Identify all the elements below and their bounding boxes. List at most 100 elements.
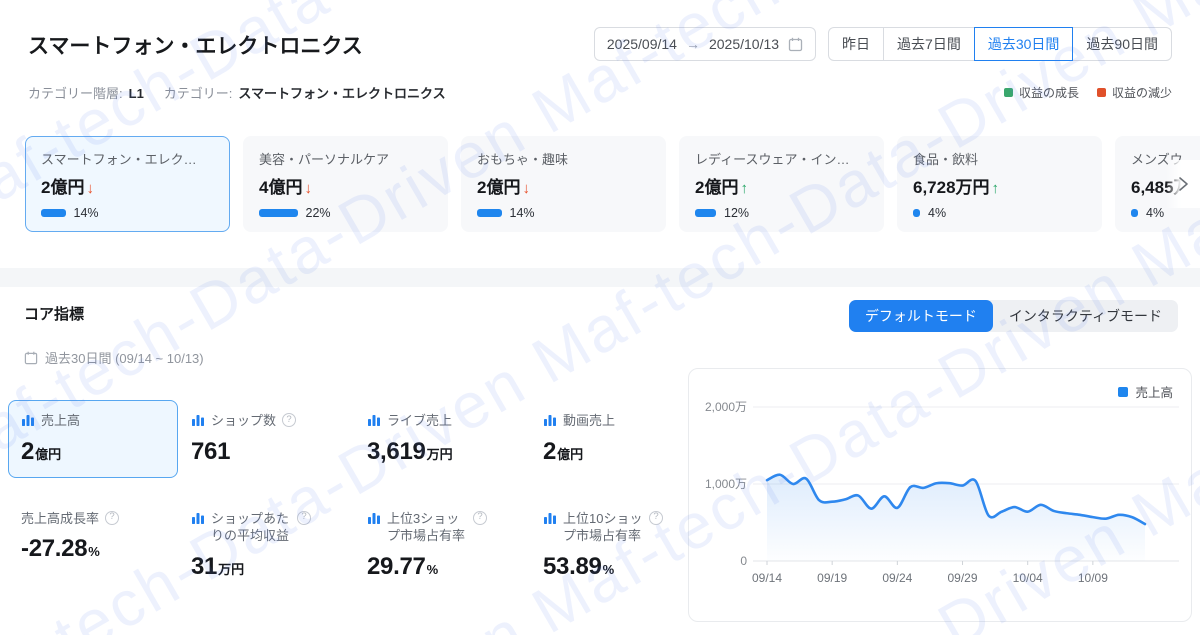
series-color-swatch xyxy=(1118,386,1129,397)
metric-value: 2億円 xyxy=(543,438,667,466)
metric-label-text: ライブ売上 xyxy=(387,413,453,428)
metric-value: -27.28% xyxy=(21,535,165,563)
metric-number: 3,619 xyxy=(367,437,426,465)
core-metrics-title: コア指標 xyxy=(24,306,85,323)
mode-button[interactable]: デフォルトモード xyxy=(848,300,993,332)
category-card-title: スマートフォン・エレク… xyxy=(41,152,197,167)
category-card-value: 2億円 ↓ xyxy=(477,178,530,197)
calendar-icon xyxy=(24,351,38,364)
metric-value: 31万円 xyxy=(191,553,341,581)
bar-chart-icon xyxy=(192,415,204,426)
help-icon[interactable]: ? xyxy=(282,413,297,427)
help-icon[interactable]: ? xyxy=(649,510,663,525)
bar-chart-icon xyxy=(368,512,380,524)
category-card-share: 22% xyxy=(259,206,432,220)
trend-arrow-icon: ↓ xyxy=(86,180,94,197)
metric-unit: % xyxy=(426,561,439,577)
category-card-share: 14% xyxy=(41,206,214,220)
category-card[interactable]: レディースウェア・イン… 2億円 ↑ 12% xyxy=(679,136,884,232)
metric-unit: % xyxy=(88,544,100,560)
share-percent: 14% xyxy=(509,206,535,220)
category-card-value: 2億円 ↑ xyxy=(695,178,748,197)
page-title: スマートフォン・エレクトロニクス xyxy=(28,35,363,58)
category-card-title: レディースウェア・イン… xyxy=(695,152,850,167)
mode-button[interactable]: インタラクティブモード xyxy=(1008,308,1162,324)
metric-card[interactable]: 売上高 2億円 xyxy=(8,400,178,478)
category-card-value: 2億円 ↓ xyxy=(41,178,94,197)
core-period: 過去30日間 (09/14 ~ 10/13) xyxy=(24,348,204,367)
metric-unit: 万円 xyxy=(426,446,453,462)
share-bar xyxy=(1131,209,1138,217)
metric-label: ショップ数 ? xyxy=(191,412,341,430)
metric-value: 29.77% xyxy=(367,553,517,581)
metric-card[interactable]: 売上高成長率 ? -27.28% xyxy=(8,498,178,593)
help-icon[interactable]: ? xyxy=(105,510,120,525)
metric-label-text: 上位10ショップ市場占有率 xyxy=(563,510,643,544)
metric-card[interactable]: 上位3ショップ市場占有率 ? 29.77% xyxy=(354,498,530,593)
metric-label: ライブ売上 xyxy=(367,412,517,430)
category-card-share: 12% xyxy=(695,206,868,220)
metric-number: 31 xyxy=(191,552,218,580)
share-percent: 4% xyxy=(1146,206,1165,220)
metric-unit: 万円 xyxy=(218,561,245,577)
category-level-label: カテゴリー階層: xyxy=(28,86,123,101)
cards-scroll-right-button[interactable] xyxy=(1166,160,1200,208)
legend-item: 収益の成長 xyxy=(1003,84,1079,101)
category-card-share: 4% xyxy=(913,206,1086,220)
legend-color-swatch xyxy=(1096,88,1106,97)
metric-number: 53.89 xyxy=(543,552,602,580)
category-card[interactable]: スマートフォン・エレク… 2億円 ↓ 14% xyxy=(25,136,230,232)
bar-chart-icon xyxy=(544,512,556,524)
share-bar xyxy=(41,209,66,217)
metric-label-text: 売上高成長率 xyxy=(21,510,100,526)
category-card-title: おもちゃ・趣味 xyxy=(477,152,569,167)
legend-item: 収益の減少 xyxy=(1096,84,1172,101)
time-range-segmented-control: 昨日 過去7日間 過去30日間 過去90日間 xyxy=(828,27,1172,61)
sales-chart-panel: 売上高 0 1,000万 2,000万 09/14 09/19 09/24 09/29 10/… xyxy=(688,368,1192,622)
time-range-button[interactable]: 過去90日間 xyxy=(1072,27,1172,61)
metric-value: 2億円 xyxy=(21,438,165,466)
category-card[interactable]: おもちゃ・趣味 2億円 ↓ 14% xyxy=(461,136,666,232)
metric-card[interactable]: 動画売上 2億円 xyxy=(530,400,680,478)
metric-label: ショップあたりの平均収益 ? xyxy=(191,510,341,545)
time-range-button[interactable]: 過去7日間 xyxy=(883,27,975,61)
core-period-label: 過去30日間 (09/14 ~ 10/13) xyxy=(45,351,204,366)
metric-card[interactable]: ライブ売上 3,619万円 xyxy=(354,400,530,478)
section-divider xyxy=(0,268,1200,287)
category-card[interactable]: 食品・飲料 6,728万円 ↑ 4% xyxy=(897,136,1102,232)
metric-value: 761 xyxy=(191,438,341,466)
help-icon[interactable]: ? xyxy=(473,510,487,525)
legend-label: 収益の成長 xyxy=(1018,86,1079,100)
bar-chart-icon xyxy=(544,415,556,426)
metric-label-text: ショップあたりの平均収益 xyxy=(211,510,290,544)
category-card[interactable]: 美容・パーソナルケア 4億円 ↓ 22% xyxy=(243,136,448,232)
metric-number: 2 xyxy=(543,437,557,465)
share-percent: 12% xyxy=(724,206,750,220)
share-percent: 14% xyxy=(73,206,99,220)
svg-text:09/19: 09/19 xyxy=(817,571,847,585)
time-range-button[interactable]: 過去30日間 xyxy=(973,27,1074,61)
date-arrow: → xyxy=(685,36,700,52)
category-card-title: 美容・パーソナルケア xyxy=(259,152,390,167)
metric-label: 上位3ショップ市場占有率 ? xyxy=(367,510,517,545)
svg-text:09/29: 09/29 xyxy=(948,571,978,585)
calendar-icon xyxy=(788,37,803,51)
bar-chart-icon xyxy=(368,415,380,426)
metric-label: 上位10ショップ市場占有率 ? xyxy=(543,510,667,545)
time-range-button[interactable]: 昨日 xyxy=(828,27,885,61)
metric-card[interactable]: ショップあたりの平均収益 ? 31万円 xyxy=(178,498,354,593)
metric-card[interactable]: 上位10ショップ市場占有率 ? 53.89% xyxy=(530,498,680,593)
date-range-picker[interactable]: 2025/09/14 → 2025/10/13 xyxy=(593,27,817,61)
sales-trend-chart: 0 1,000万 2,000万 09/14 09/19 09/24 09/29 10/04 10… xyxy=(705,400,1179,585)
header-controls: 2025/09/14 → 2025/10/13 昨日 過去7日間 過去30日間 過去9… xyxy=(593,27,1172,61)
category-breadcrumb: カテゴリー階層: L1 カテゴリー: スマートフォン・エレクトロニクス xyxy=(28,83,460,102)
metric-value: 53.89% xyxy=(543,553,667,581)
category-level-value: L1 xyxy=(128,86,144,101)
metric-card[interactable]: ショップ数 ? 761 xyxy=(178,400,354,478)
chart-legend-item[interactable]: 売上高 xyxy=(1118,382,1173,401)
help-icon[interactable]: ? xyxy=(297,510,311,525)
category-card-share: 14% xyxy=(477,206,650,220)
share-bar xyxy=(259,209,298,217)
svg-text:10/09: 10/09 xyxy=(1078,571,1108,585)
date-end: 2025/10/13 xyxy=(708,36,780,52)
